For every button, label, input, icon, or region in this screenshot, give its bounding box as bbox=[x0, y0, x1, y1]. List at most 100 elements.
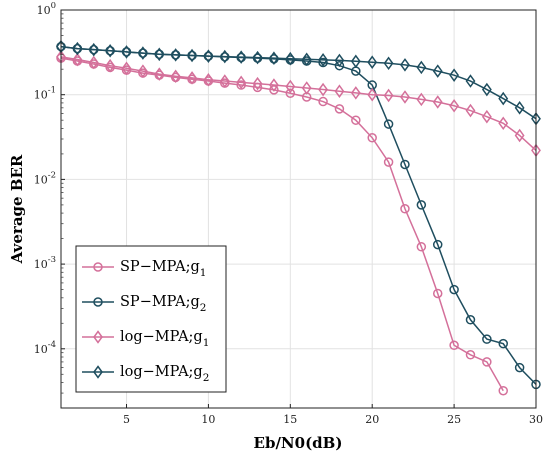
data-point bbox=[269, 78, 279, 92]
legend-item: SP−MPA;g2 bbox=[82, 294, 206, 314]
data-point bbox=[514, 128, 525, 143]
y-axis-title: Average BER bbox=[8, 154, 26, 264]
data-point bbox=[154, 67, 165, 81]
data-point bbox=[137, 46, 148, 60]
data-point bbox=[449, 98, 460, 113]
x-tick-label: 30 bbox=[529, 413, 543, 426]
data-point bbox=[465, 350, 476, 360]
data-point bbox=[400, 58, 410, 72]
data-point bbox=[301, 81, 312, 95]
data-point bbox=[269, 51, 279, 65]
data-point bbox=[285, 88, 296, 99]
series-layer bbox=[56, 39, 541, 396]
data-point bbox=[252, 76, 263, 91]
data-point bbox=[482, 357, 492, 367]
data-point bbox=[498, 338, 508, 349]
legend-marker bbox=[93, 297, 103, 307]
data-point bbox=[350, 54, 361, 69]
data-point bbox=[416, 60, 427, 75]
data-point bbox=[383, 157, 394, 167]
data-point bbox=[498, 91, 509, 106]
data-point bbox=[465, 103, 476, 118]
data-point bbox=[416, 92, 427, 107]
legend-label: log−MPA;g1 bbox=[120, 329, 209, 349]
legend-item: log−MPA;g2 bbox=[82, 364, 209, 384]
data-point bbox=[481, 109, 492, 124]
data-point bbox=[400, 159, 410, 170]
y-tick-label: 100 bbox=[37, 1, 56, 17]
data-point bbox=[252, 50, 263, 65]
legend-label: SP−MPA;g1 bbox=[120, 259, 206, 279]
legend: SP−MPA;g1 SP−MPA;g2 log−MPA;g1 log−MPA;g2 bbox=[75, 245, 227, 393]
y-tick-label: 10-4 bbox=[34, 340, 56, 356]
data-point bbox=[72, 41, 83, 56]
data-point bbox=[137, 64, 148, 78]
data-point bbox=[121, 61, 132, 76]
data-point bbox=[285, 51, 296, 66]
data-point bbox=[514, 362, 525, 373]
data-point bbox=[482, 334, 492, 344]
data-point bbox=[219, 74, 230, 88]
y-tick-label: 10-2 bbox=[34, 170, 56, 186]
data-point bbox=[318, 82, 328, 97]
data-point bbox=[301, 52, 312, 67]
data-point bbox=[432, 64, 443, 78]
data-point bbox=[514, 101, 525, 115]
data-point bbox=[219, 49, 230, 64]
data-point bbox=[285, 79, 296, 94]
data-point bbox=[400, 90, 410, 104]
series-line bbox=[60, 57, 504, 392]
data-point bbox=[203, 49, 214, 63]
x-tick-label: 10 bbox=[201, 413, 215, 426]
data-point bbox=[481, 82, 492, 97]
data-point bbox=[498, 385, 508, 396]
data-point bbox=[187, 71, 197, 85]
data-point bbox=[449, 68, 460, 82]
data-point bbox=[318, 96, 328, 107]
data-point bbox=[432, 239, 443, 250]
data-point bbox=[449, 284, 459, 295]
series-4 bbox=[56, 39, 541, 126]
legend-item: log−MPA;g1 bbox=[82, 329, 209, 349]
data-point bbox=[367, 55, 378, 69]
data-point bbox=[367, 133, 377, 143]
data-point bbox=[170, 48, 181, 62]
y-tick-label: 10-1 bbox=[34, 86, 56, 102]
x-tick-label: 20 bbox=[365, 413, 379, 426]
data-point bbox=[154, 47, 165, 62]
data-point bbox=[432, 95, 443, 109]
data-point bbox=[72, 52, 83, 67]
data-point bbox=[416, 242, 427, 252]
data-point bbox=[416, 200, 427, 210]
data-point bbox=[236, 75, 247, 90]
axes: 5 10 15 20 25 30 100 10-1 10-2 10-3 10-4 bbox=[34, 1, 543, 426]
data-point bbox=[88, 55, 99, 70]
plot-frame bbox=[60, 9, 537, 409]
legend-label: log−MPA;g2 bbox=[120, 364, 209, 384]
data-point bbox=[367, 87, 378, 102]
data-point bbox=[88, 42, 99, 57]
data-point bbox=[383, 56, 394, 71]
data-point bbox=[449, 340, 459, 351]
data-point bbox=[350, 86, 361, 100]
x-axis-title: Eb/N0(dB) bbox=[254, 434, 343, 452]
data-point bbox=[351, 115, 361, 125]
data-point bbox=[334, 60, 345, 71]
legend-marker bbox=[93, 262, 103, 272]
data-point bbox=[465, 74, 476, 88]
x-tick-label: 15 bbox=[283, 413, 297, 426]
data-point bbox=[334, 53, 345, 68]
data-point bbox=[498, 116, 509, 131]
data-point bbox=[465, 315, 476, 325]
legend-marker bbox=[93, 330, 103, 344]
data-point bbox=[432, 288, 443, 299]
legend-marker bbox=[93, 365, 103, 379]
data-point bbox=[383, 88, 394, 103]
x-tick-label: 5 bbox=[123, 413, 130, 426]
data-point bbox=[269, 85, 279, 95]
x-tick-label: 25 bbox=[447, 413, 461, 426]
data-point bbox=[383, 119, 394, 129]
data-point bbox=[318, 53, 328, 67]
data-point bbox=[236, 50, 247, 64]
